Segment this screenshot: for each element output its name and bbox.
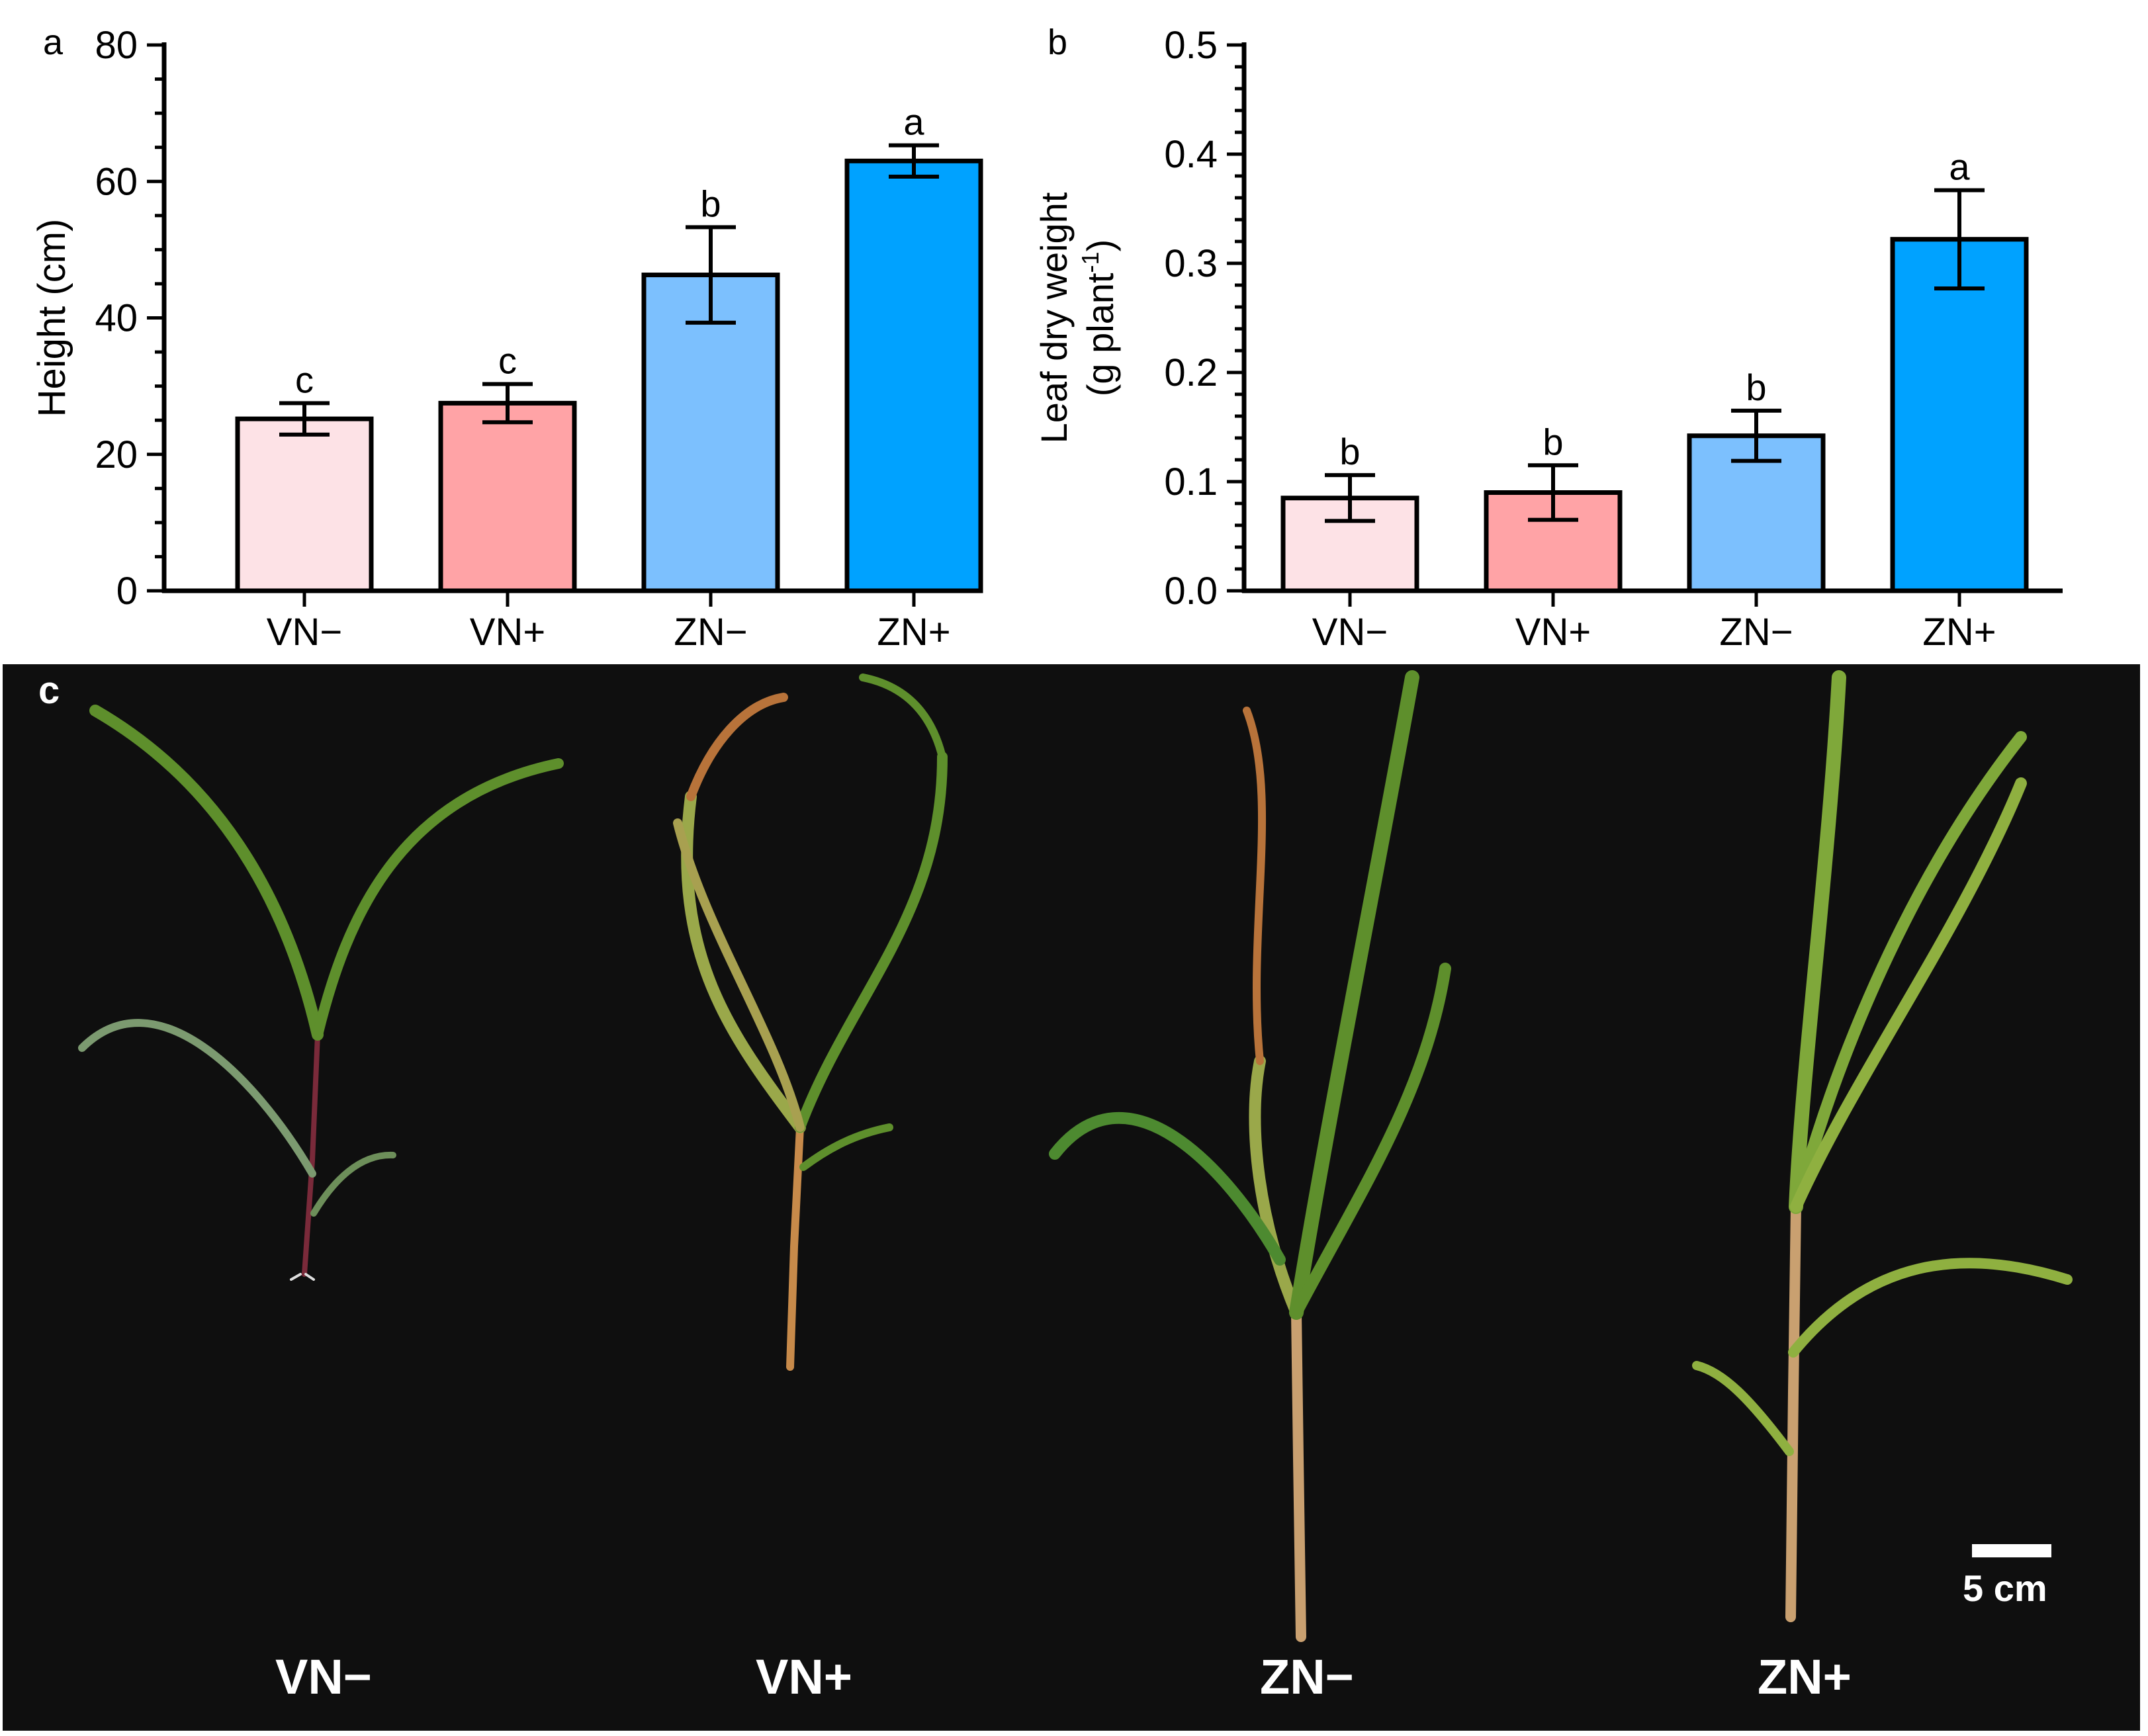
y-tick-label: 40: [95, 297, 138, 340]
x-tick-label: VN+: [1515, 611, 1591, 654]
plant-leaf: [799, 1123, 893, 1171]
significance-letter: b: [700, 183, 721, 224]
x-tick-label: ZN−: [674, 611, 747, 654]
significance-letter: a: [903, 101, 924, 143]
plant-leaf: [795, 752, 948, 1133]
y-tick-label: 0.4: [1164, 133, 1218, 176]
panel-label-c: c: [38, 669, 60, 712]
plant-stem: [786, 1123, 804, 1371]
photo-panel: c VN− VN+ ZN− ZN+ 5 cm: [3, 664, 2140, 1731]
plant-leaf: [859, 673, 946, 761]
scale-bar: [1972, 1544, 2051, 1557]
plant-leaf: [673, 818, 805, 1132]
plant-leaf: [1249, 1055, 1302, 1319]
bar-charts: a 0 20 40 60 80 Height (cm) c VN− c VN+ b ZN− a ZN+ b 0.…: [30, 22, 2063, 654]
scale-bar-label: 5 cm: [1963, 1567, 2047, 1609]
plant-leaf: [1289, 670, 1419, 1320]
x-tick-label: ZN+: [1922, 611, 1996, 654]
y-tick-label: 0.0: [1164, 570, 1218, 613]
treatment-label: VN−: [275, 1649, 373, 1704]
y-tick-label: 0.2: [1164, 351, 1218, 394]
plant-stem: [1291, 1307, 1306, 1642]
plant-stem: [1785, 1201, 1801, 1622]
plant-leaf: [1290, 963, 1451, 1319]
y-tick-label: 80: [95, 24, 138, 67]
treatment-label: VN+: [756, 1649, 853, 1704]
y-axis-label: Height (cm): [30, 219, 73, 417]
plant-stem: [302, 1032, 320, 1277]
plant-leaf: [78, 1019, 316, 1178]
treatment-label: ZN+: [1758, 1649, 1852, 1704]
y-tick-label: 0.3: [1164, 242, 1218, 285]
plant-roots: [290, 1273, 315, 1281]
x-tick-label: VN−: [267, 611, 342, 654]
bar: [438, 400, 577, 593]
x-tick-label: ZN+: [877, 611, 950, 654]
plant-leaf: [1789, 670, 1846, 1214]
plant-leaf: [686, 693, 788, 801]
x-tick-label: VN−: [1312, 611, 1388, 654]
significance-letter: c: [498, 340, 517, 382]
significance-letter: b: [1746, 367, 1766, 408]
plant-leaf: [312, 758, 564, 1040]
bar: [1890, 237, 2029, 593]
plants-photo: [78, 670, 2073, 1642]
plant-leaf: [1049, 1112, 1286, 1266]
bar: [235, 416, 374, 593]
y-tick-label: 0.5: [1164, 24, 1218, 67]
treatment-label: ZN−: [1260, 1649, 1354, 1704]
y-tick-label: 0.1: [1164, 460, 1218, 503]
bar: [641, 273, 780, 593]
plant-leaf: [89, 705, 324, 1041]
y-tick-label: 0: [116, 570, 138, 613]
significance-letter: b: [1339, 431, 1360, 472]
y-tick-label: 20: [95, 433, 138, 476]
plant-leaf: [1692, 1361, 1794, 1456]
panel-label-b: b: [1048, 22, 1067, 62]
y-axis-label-line1: Leaf dry weight: [1033, 192, 1075, 443]
significance-letter: c: [295, 359, 314, 400]
significance-letter: b: [1543, 421, 1563, 462]
plant-leaf: [1243, 707, 1267, 1065]
plant-leaf: [1790, 731, 2027, 1213]
x-tick-label: VN+: [470, 611, 545, 654]
y-axis-label-line2: (g plant-1): [1077, 239, 1121, 396]
significance-letter: a: [1949, 146, 1970, 187]
plant-leaf: [1788, 1258, 2073, 1358]
y-tick-label: 60: [95, 160, 138, 203]
plant-leaf: [1790, 777, 2027, 1213]
x-tick-label: ZN−: [1719, 611, 1793, 654]
plant-leaf: [310, 1151, 396, 1217]
bar: [844, 158, 983, 593]
panel-label-a: a: [43, 22, 64, 62]
